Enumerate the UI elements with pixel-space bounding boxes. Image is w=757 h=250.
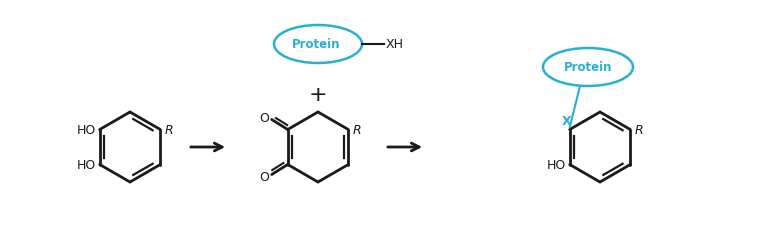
Text: Protein: Protein (291, 38, 340, 51)
Ellipse shape (543, 49, 633, 87)
Text: Protein: Protein (564, 61, 612, 74)
Text: HO: HO (547, 158, 565, 171)
Text: HO: HO (76, 124, 95, 136)
Text: R: R (352, 124, 361, 136)
Text: X: X (562, 114, 572, 127)
Text: HO: HO (76, 158, 95, 171)
Text: O: O (259, 170, 269, 183)
Ellipse shape (274, 26, 362, 64)
Text: R: R (164, 124, 173, 136)
Text: O: O (259, 112, 269, 124)
Text: R: R (634, 124, 643, 136)
Text: XH: XH (386, 38, 404, 51)
Text: +: + (309, 85, 327, 104)
